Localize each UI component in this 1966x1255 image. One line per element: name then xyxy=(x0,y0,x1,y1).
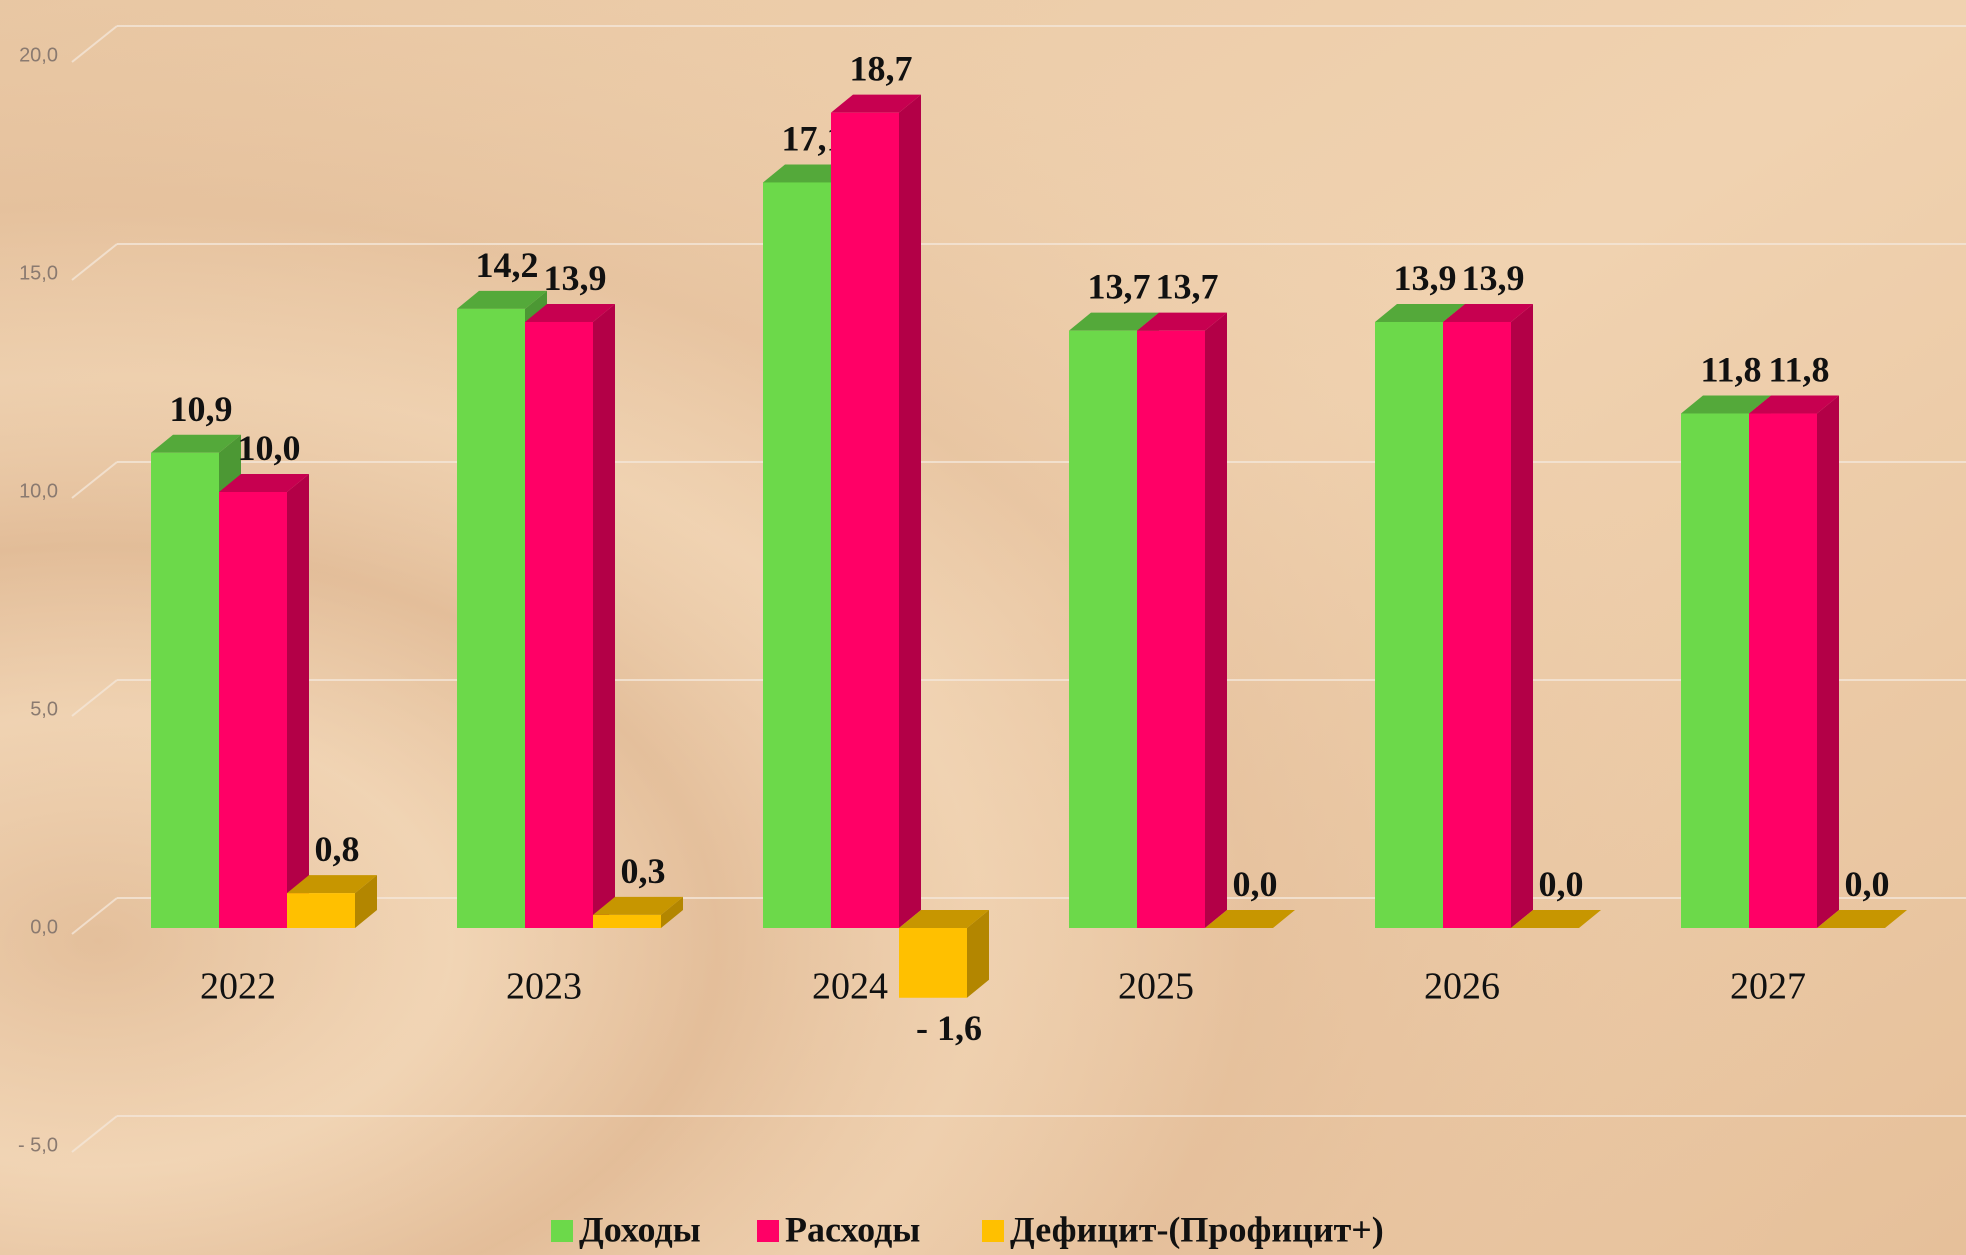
value-label: 0,0 xyxy=(1233,864,1278,904)
bar xyxy=(287,893,355,928)
value-label: 0,0 xyxy=(1539,864,1584,904)
bar-side xyxy=(287,474,309,928)
bar-side xyxy=(1205,313,1227,928)
value-label: 10,0 xyxy=(238,428,301,468)
bar xyxy=(1443,322,1511,928)
y-tick-label: 15,0 xyxy=(19,262,58,284)
bar xyxy=(1069,331,1137,928)
x-tick-label: 2026 xyxy=(1424,966,1500,1008)
bar xyxy=(1681,414,1749,928)
legend-swatch xyxy=(982,1220,1004,1242)
x-tick-label: 2023 xyxy=(506,966,582,1008)
value-label: 10,9 xyxy=(170,389,233,429)
value-label: 13,9 xyxy=(544,258,607,298)
value-label: 13,9 xyxy=(1394,258,1457,298)
y-tick-label: 10,0 xyxy=(19,480,58,502)
bar xyxy=(457,309,525,928)
bar-side xyxy=(899,95,921,928)
value-label: 13,7 xyxy=(1088,267,1151,307)
value-label: 0,0 xyxy=(1845,864,1890,904)
legend-label: Расходы xyxy=(785,1209,920,1249)
legend-label: Дефицит-(Профицит+) xyxy=(1010,1209,1384,1249)
value-label: 0,8 xyxy=(315,829,360,869)
value-label: 14,2 xyxy=(476,245,539,285)
bar xyxy=(763,182,831,928)
bar-side xyxy=(593,304,615,928)
y-tick-label: 20,0 xyxy=(19,44,58,66)
bar-side xyxy=(1817,396,1839,928)
value-label: 13,7 xyxy=(1156,267,1219,307)
bar xyxy=(525,322,593,928)
bar xyxy=(831,113,899,928)
x-tick-label: 2022 xyxy=(200,966,276,1008)
bar-side xyxy=(1511,304,1533,928)
x-tick-label: 2025 xyxy=(1118,966,1194,1008)
bar xyxy=(593,915,661,928)
x-tick-label: 2024 xyxy=(812,966,888,1008)
y-tick-label: 5,0 xyxy=(30,698,58,720)
y-tick-label: 0,0 xyxy=(30,916,58,938)
y-tick-label: - 5,0 xyxy=(18,1134,58,1156)
bar xyxy=(1375,322,1443,928)
bar xyxy=(219,492,287,928)
value-label: 11,8 xyxy=(1768,350,1829,390)
legend-swatch xyxy=(757,1220,779,1242)
value-label: 13,9 xyxy=(1462,258,1525,298)
value-label: 18,7 xyxy=(850,49,913,89)
chart: - 5,00,05,010,015,020,0202210,910,00,820… xyxy=(0,0,1966,1255)
legend-label: Доходы xyxy=(579,1209,701,1249)
value-label: 0,3 xyxy=(621,851,666,891)
value-label: - 1,6 xyxy=(916,1008,982,1048)
bar xyxy=(899,928,967,998)
bar xyxy=(1137,331,1205,928)
bar xyxy=(1749,414,1817,928)
bar xyxy=(151,453,219,928)
value-label: 11,8 xyxy=(1700,350,1761,390)
x-tick-label: 2027 xyxy=(1730,966,1806,1008)
legend-swatch xyxy=(551,1220,573,1242)
